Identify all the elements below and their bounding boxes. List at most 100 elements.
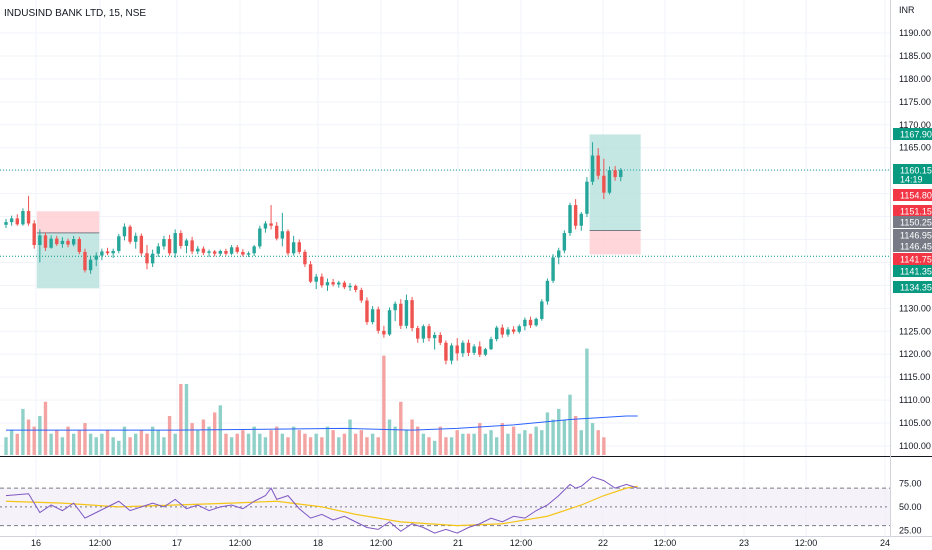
candle-body <box>145 253 149 264</box>
volume-bar <box>190 423 194 455</box>
candle <box>590 142 595 185</box>
candle-body <box>449 345 454 361</box>
price-tick-label: 1190.00 <box>899 28 931 38</box>
candle <box>15 214 19 226</box>
candle-body <box>134 235 138 242</box>
candle <box>579 211 583 231</box>
candle <box>218 249 223 257</box>
candle-body <box>602 175 606 193</box>
price-tag-label: 1160.15 <box>900 166 932 176</box>
candle-body <box>528 319 533 326</box>
candle <box>212 250 217 257</box>
volume-bar <box>128 437 132 455</box>
candle <box>77 236 82 255</box>
candle-body <box>156 246 160 254</box>
candle-body <box>105 251 110 254</box>
volume-bars <box>4 348 638 455</box>
candle <box>573 199 578 230</box>
volume-bar <box>88 433 93 455</box>
volume-bar <box>32 426 36 455</box>
symbol-title[interactable]: INDUSIND BANK LTD, 15, NSE <box>4 8 146 19</box>
candle <box>258 225 262 249</box>
price-tag-bg <box>893 205 932 217</box>
candle <box>167 234 172 256</box>
candle <box>432 332 437 350</box>
volume-bar <box>308 437 313 455</box>
volume-bar <box>393 426 397 455</box>
candle <box>370 306 375 325</box>
candle-body <box>9 218 14 223</box>
candle-body <box>263 223 268 229</box>
candle <box>517 324 521 334</box>
candle <box>139 233 144 256</box>
time-tick-label: 12:00 <box>510 538 533 548</box>
time-tick-label: 21 <box>453 538 463 548</box>
candle <box>585 177 589 218</box>
candle-body <box>427 326 431 339</box>
candle <box>241 249 245 257</box>
candle-body <box>297 242 301 252</box>
time-axis[interactable]: 16 12:00 17 12:00 18 12:00 21 12:00 22 12:00 23 12:… <box>31 538 890 548</box>
position-stop-zone[interactable] <box>589 230 641 255</box>
candle <box>224 248 228 256</box>
candle-body <box>466 342 471 353</box>
volume-bar <box>455 430 459 455</box>
candle <box>60 237 65 248</box>
candle <box>21 208 25 226</box>
candle-body <box>212 251 217 254</box>
candle-body <box>534 318 538 326</box>
time-tick-label: 24 <box>880 538 890 548</box>
candle-body <box>32 223 36 246</box>
candle-body <box>308 264 313 282</box>
price-tag-label: 1146.95 <box>900 231 932 241</box>
candle-body <box>60 240 65 245</box>
candle-body <box>218 250 223 254</box>
position-target-zone[interactable] <box>589 134 641 231</box>
candle-body <box>607 170 612 193</box>
candle-body <box>421 326 426 339</box>
candle <box>314 273 318 290</box>
candle-body <box>590 155 595 182</box>
price-tag-label: 1151.15 <box>900 207 932 217</box>
candle-body <box>511 329 516 332</box>
candle-body <box>269 223 273 226</box>
price-tick-label: 1110.00 <box>899 395 930 405</box>
volume-bar <box>252 426 256 455</box>
volume-bar <box>387 419 392 455</box>
candle-body <box>229 247 234 254</box>
price-tag-label: 1154.80 <box>900 191 932 201</box>
rsi-pane <box>0 476 890 534</box>
volume-bar <box>523 430 527 455</box>
candle <box>500 324 505 338</box>
candle-body <box>167 239 172 254</box>
candle <box>145 245 149 270</box>
volume-bar <box>353 433 358 455</box>
time-tick-label: 12:00 <box>229 538 252 548</box>
position-stop-zone[interactable] <box>36 211 100 233</box>
volume-bar <box>359 430 364 455</box>
candle-body <box>472 346 476 353</box>
volume-bar <box>156 430 160 455</box>
candle-body <box>83 251 87 271</box>
rsi-ma-line <box>5 485 638 527</box>
price-tick-label: 1125.00 <box>899 326 931 336</box>
candle <box>353 284 358 293</box>
candle <box>280 212 285 247</box>
volume-bar <box>314 433 318 455</box>
price-axis[interactable]: 1190.00 1185.00 1180.00 1175.00 1170.00 1165.… <box>893 28 932 535</box>
candle-body <box>348 285 352 288</box>
candle-body <box>291 242 296 254</box>
price-tag-label: 1141.75 <box>900 255 932 265</box>
candle <box>444 340 448 365</box>
volume-bar <box>117 440 121 455</box>
candle-body <box>489 339 493 350</box>
candle <box>331 278 335 287</box>
price-tag-bg <box>893 253 932 265</box>
candle <box>393 301 397 322</box>
candle-body <box>190 240 194 252</box>
candle-body <box>353 285 358 290</box>
candle <box>596 148 600 180</box>
candle-body <box>150 253 155 264</box>
candle <box>551 254 555 284</box>
